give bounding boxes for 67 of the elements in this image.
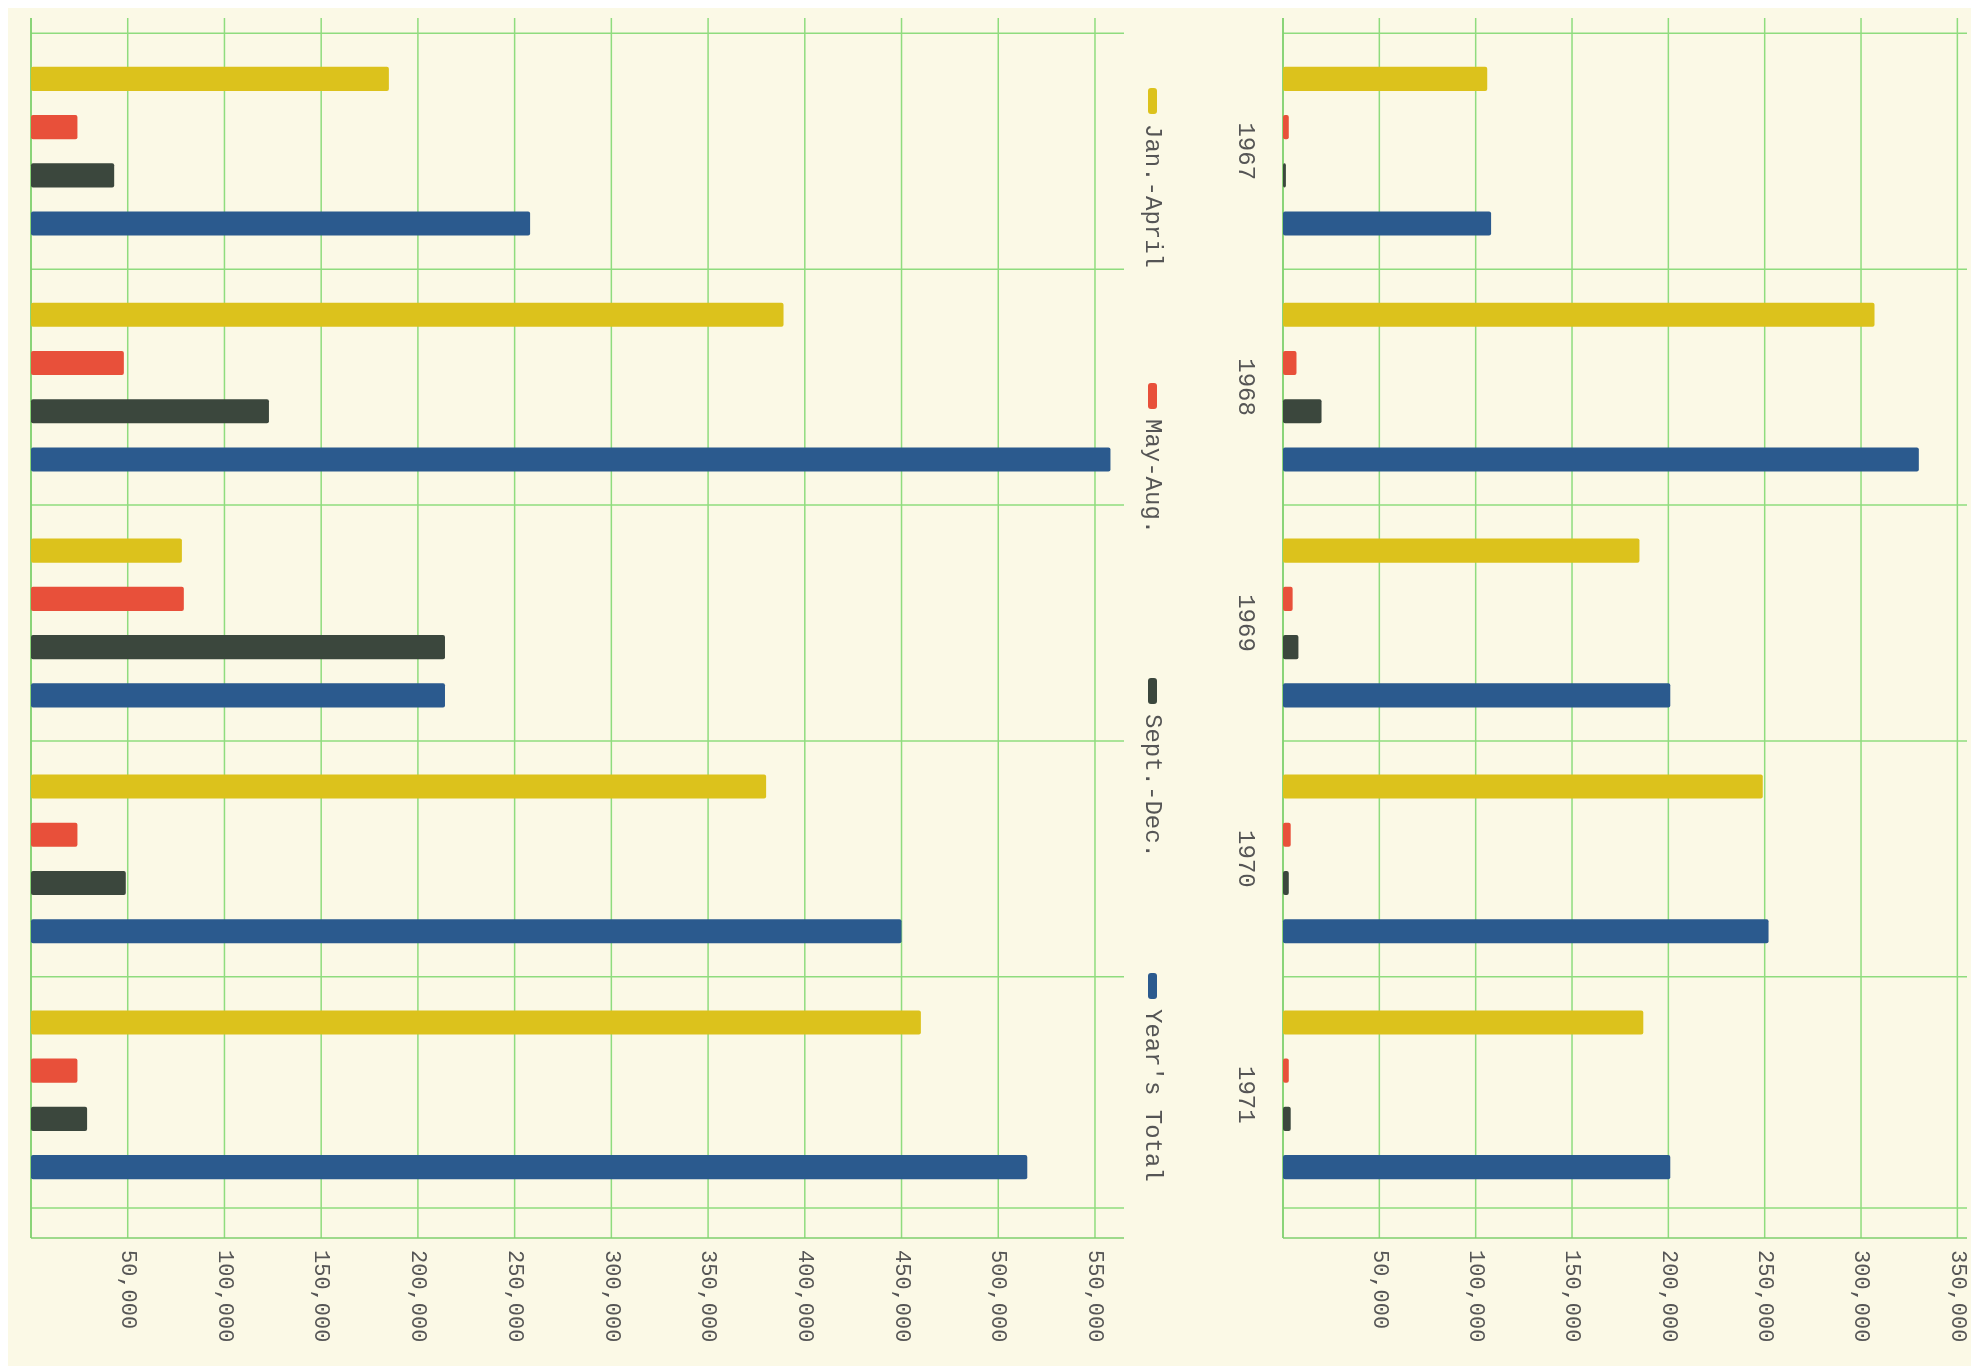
bar xyxy=(1283,635,1299,660)
x-tick-label: 250,000 xyxy=(501,1250,527,1343)
bar xyxy=(31,683,445,708)
y-tick-label: 1969 xyxy=(1231,594,1259,652)
x-tick-label: 550,000 xyxy=(1082,1250,1108,1343)
bar xyxy=(1283,66,1488,91)
bar xyxy=(31,350,124,376)
bar xyxy=(1283,302,1875,327)
x-tick-label: 350,000 xyxy=(695,1250,721,1343)
x-tick-label: 150,000 xyxy=(308,1250,334,1343)
bar xyxy=(31,1010,921,1035)
bar xyxy=(1283,1058,1289,1083)
bar xyxy=(31,211,531,236)
legend-label: Sept.-Dec. xyxy=(1138,714,1166,859)
y-tick-label: 1971 xyxy=(1231,1065,1259,1124)
bar xyxy=(31,1106,88,1131)
bar xyxy=(1283,163,1286,188)
bar xyxy=(1283,1106,1291,1131)
bar xyxy=(1283,1155,1671,1180)
bar xyxy=(1283,115,1289,140)
bar xyxy=(31,870,126,896)
x-tick-label: 50,000 xyxy=(114,1250,140,1330)
x-tick-label: 250,000 xyxy=(1751,1250,1777,1343)
x-tick-label: 400,000 xyxy=(791,1250,817,1343)
bar xyxy=(31,399,269,424)
legend-label: Jan.-April xyxy=(1138,124,1166,269)
bar xyxy=(1283,774,1763,799)
bar xyxy=(1283,350,1297,376)
bar xyxy=(1283,538,1640,563)
bar xyxy=(31,115,78,140)
bar xyxy=(1283,683,1671,708)
x-tick-label: 50,000 xyxy=(1366,1250,1392,1330)
y-tick-label: 1970 xyxy=(1231,830,1259,888)
legend-label: Year's Total xyxy=(1138,1009,1166,1182)
x-tick-label: 350,000 xyxy=(1944,1250,1970,1343)
bar xyxy=(1283,1010,1644,1035)
x-tick-label: 100,000 xyxy=(1462,1250,1488,1343)
x-tick-label: 100,000 xyxy=(211,1250,237,1343)
bar xyxy=(31,538,182,563)
x-tick-label: 500,000 xyxy=(985,1250,1011,1343)
x-tick-label: 450,000 xyxy=(888,1250,914,1343)
bar xyxy=(31,586,184,611)
bar xyxy=(31,774,767,799)
bar xyxy=(1283,399,1322,424)
legend-label: May-Aug. xyxy=(1138,419,1166,535)
bar xyxy=(1283,586,1293,611)
y-tick-label: 1967 xyxy=(1231,122,1259,181)
bar xyxy=(1283,822,1291,847)
bar xyxy=(31,66,389,91)
x-tick-label: 200,000 xyxy=(405,1250,431,1343)
bar xyxy=(31,822,78,847)
x-tick-label: 300,000 xyxy=(598,1250,624,1343)
bar xyxy=(31,163,115,188)
bar xyxy=(31,302,784,327)
bar xyxy=(1283,447,1919,472)
bar xyxy=(31,1155,1028,1180)
bar xyxy=(31,635,445,660)
bar xyxy=(31,1058,78,1083)
bar xyxy=(31,919,902,944)
bar xyxy=(31,447,1111,472)
x-tick-label: 300,000 xyxy=(1848,1250,1874,1343)
x-tick-label: 150,000 xyxy=(1559,1250,1585,1343)
x-tick-label: 200,000 xyxy=(1655,1250,1681,1343)
bar xyxy=(1283,919,1769,944)
bar xyxy=(1283,870,1289,896)
y-tick-label: 1968 xyxy=(1231,358,1259,416)
bar xyxy=(1283,211,1492,236)
